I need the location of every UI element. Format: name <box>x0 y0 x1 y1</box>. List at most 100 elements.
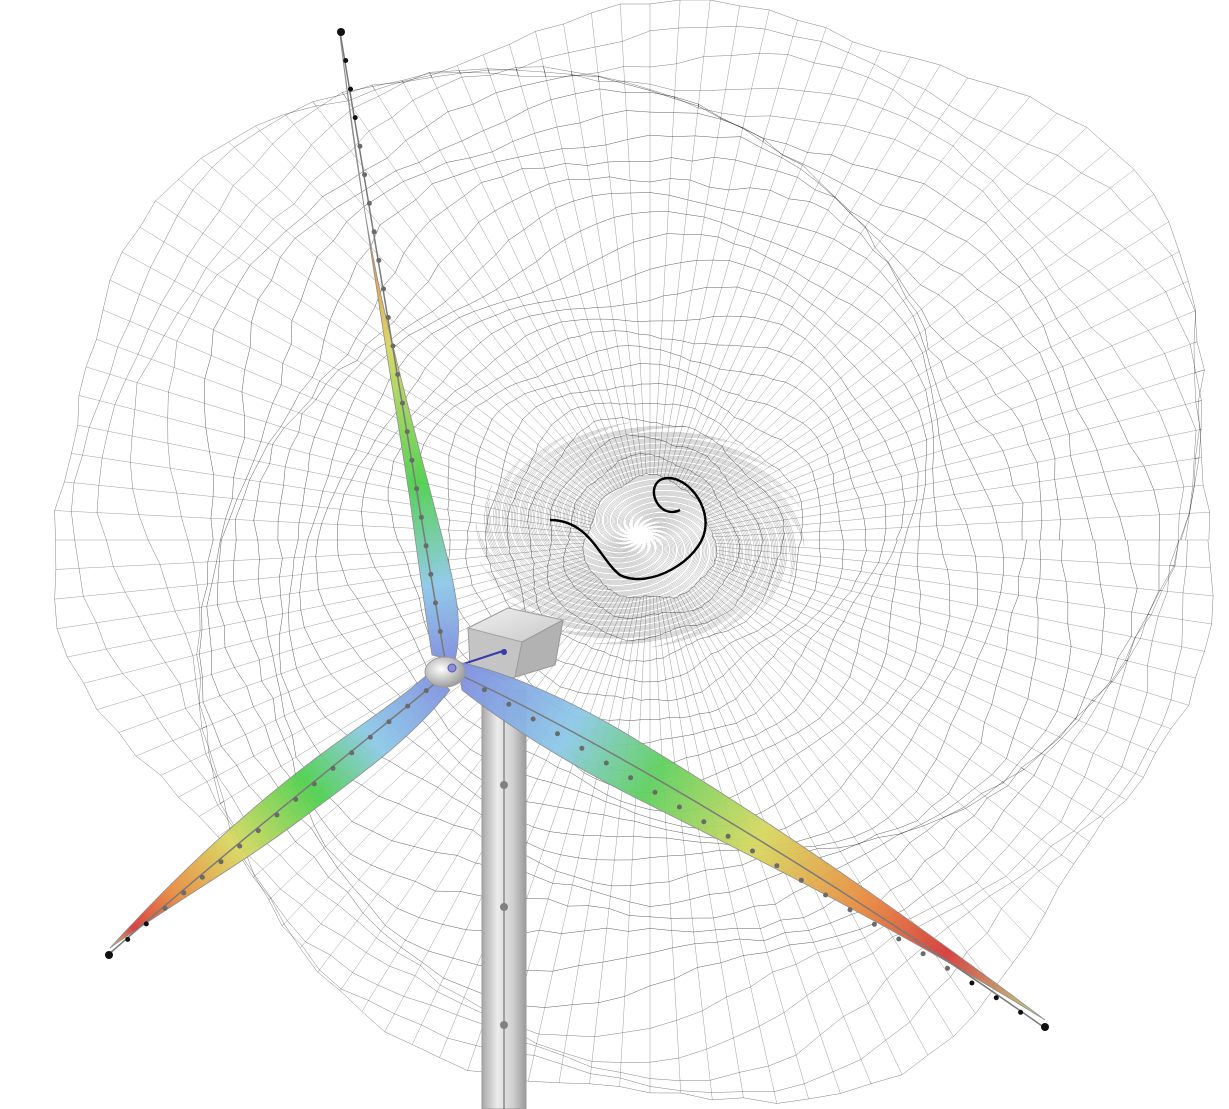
vortex-filament <box>571 461 787 616</box>
wake-spoke <box>688 590 995 988</box>
blade-node <box>386 719 392 725</box>
vortex-filament <box>490 506 720 617</box>
blade-node <box>237 843 243 849</box>
vortex-filament <box>588 473 770 648</box>
wake-ring <box>71 25 1205 1093</box>
blade-node <box>162 905 168 911</box>
wake-spoke <box>591 12 643 476</box>
vortex-filament <box>503 491 743 633</box>
blade-node <box>400 400 405 406</box>
vortex-filament <box>577 465 781 587</box>
wake-spoke <box>656 596 713 1100</box>
vortex-filament <box>589 474 768 645</box>
wake-spoke <box>673 41 853 483</box>
wake-spoke <box>429 72 625 486</box>
wake-ring <box>387 315 906 794</box>
blade-node <box>381 286 386 292</box>
wake-spoke <box>706 369 1205 523</box>
blade-node <box>348 86 353 92</box>
blade-node <box>143 921 149 927</box>
wake-spoke <box>679 594 929 1056</box>
blade-node <box>871 921 877 927</box>
wake-spoke <box>589 595 644 1084</box>
vortex-filament <box>500 499 730 624</box>
blade-node <box>945 965 950 971</box>
vortex-filament <box>479 496 735 627</box>
vortex-filament <box>582 469 776 627</box>
vortex-filament <box>545 443 800 574</box>
wake-spoke <box>662 598 777 1104</box>
wake-spoke <box>689 96 1031 494</box>
blade-node <box>481 687 487 693</box>
vortex-filament <box>554 449 805 568</box>
shaft-node <box>501 649 507 655</box>
vortex-filament <box>548 445 787 572</box>
vortex-filament <box>598 481 758 643</box>
wake-spoke <box>701 194 1154 505</box>
wake-spoke <box>178 571 592 798</box>
wake-spoke <box>697 148 1111 500</box>
wake-spoke <box>371 85 619 489</box>
wake-spoke <box>401 80 622 488</box>
wake-spoke <box>160 569 590 776</box>
wake-spoke <box>482 54 631 482</box>
blade-node <box>993 995 999 1001</box>
wake-spoke <box>712 512 1210 538</box>
blade-node <box>437 629 443 634</box>
blade-node <box>579 745 585 751</box>
vortex-filament <box>525 431 679 587</box>
wake-spoke <box>716 556 1196 679</box>
wake-ring <box>167 66 1185 1038</box>
blade-3-tip-marker <box>1041 1023 1049 1031</box>
wake-spoke <box>691 113 1057 497</box>
vortex-filament <box>503 437 699 602</box>
vortex-filament <box>511 422 692 597</box>
hub-spinner <box>424 656 466 688</box>
wake-spoke <box>85 366 593 523</box>
vortex-filament <box>488 509 713 612</box>
blade-node <box>920 951 926 957</box>
blade-node <box>255 828 261 834</box>
wake-spoke <box>714 559 1189 706</box>
blade-node <box>418 514 424 520</box>
vortex-filament <box>581 468 777 633</box>
vortex-filament <box>568 459 790 559</box>
blade-node <box>371 229 377 235</box>
blade-node <box>555 731 560 737</box>
vortex-filament <box>594 479 761 645</box>
wake-spoke <box>563 23 640 476</box>
wake-spoke <box>676 597 903 1075</box>
vortex-filament <box>542 441 737 576</box>
wake-spoke <box>667 20 798 479</box>
tower-node <box>500 781 508 789</box>
vortex-filament <box>508 455 695 599</box>
wake-spoke <box>96 559 585 710</box>
wake-spoke <box>139 227 598 509</box>
blade-node <box>274 812 280 818</box>
blade-node <box>330 765 336 771</box>
blade-node <box>362 172 368 178</box>
wake-spoke <box>255 125 607 495</box>
vortex-filament <box>554 486 751 638</box>
vortex-filament <box>493 453 709 609</box>
blade-node <box>367 734 373 740</box>
blade-node <box>349 750 355 756</box>
vortex-filament <box>484 485 717 615</box>
blade-node <box>357 143 363 149</box>
wake-spoke <box>686 592 976 1014</box>
wake-spoke <box>700 578 1074 865</box>
vortex-filament <box>515 433 688 594</box>
wake-spoke <box>691 587 1013 964</box>
blade-node <box>798 877 804 883</box>
wake-spoke <box>663 9 770 479</box>
vortex-filament <box>533 435 704 582</box>
blade-1 <box>339 31 459 661</box>
blade-node <box>423 543 429 549</box>
blade-node <box>750 848 755 854</box>
vortex-filament <box>512 425 691 596</box>
wake-spoke <box>659 596 744 1098</box>
wake-spoke <box>709 429 1202 529</box>
blade-node <box>352 115 358 121</box>
